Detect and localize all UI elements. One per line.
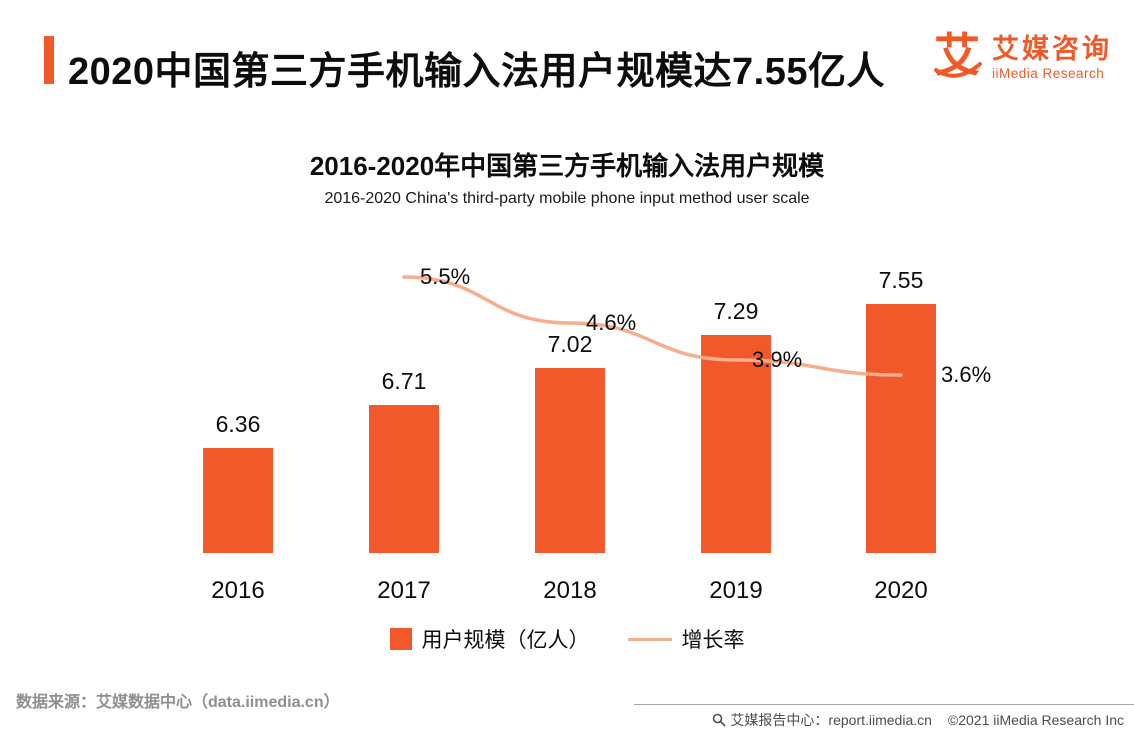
page-title: 2020中国第三方手机输入法用户规模达7.55亿人 — [68, 51, 885, 93]
bar-value-label: 6.71 — [381, 368, 427, 394]
legend-line-swatch — [627, 637, 672, 641]
chart-title: 2016-2020年中国第三方手机输入法用户规模 — [309, 151, 825, 181]
growth-rate-label: 4.6% — [586, 310, 637, 335]
iimedia-logo: 艾 艾媒咨询 iiMedia Research — [928, 28, 1112, 86]
growth-rate-label: 5.5% — [420, 264, 471, 289]
iimedia-logo-icon: 艾 — [928, 28, 986, 86]
data-source-note: 数据来源：艾媒数据中心（data.iimedia.cn） — [16, 694, 340, 711]
title-accent-bar — [44, 36, 54, 84]
x-axis-label: 2018 — [543, 577, 597, 604]
copyright-text: ©2021 iiMedia Research Inc — [947, 712, 1124, 728]
legend-bar-swatch — [389, 628, 412, 650]
logo-swoosh-icon — [934, 62, 982, 78]
brand-name-en: iiMedia Research — [992, 65, 1105, 81]
bar-value-label: 7.55 — [878, 267, 924, 293]
logo-text: 艾媒咨询 iiMedia Research — [992, 34, 1112, 81]
bar-2020 — [866, 304, 936, 553]
growth-rate-label: 3.6% — [941, 362, 992, 387]
legend-line-label: 增长率 — [681, 629, 745, 652]
legend: 用户规模（亿人） 增长率 — [0, 624, 1134, 654]
legend-bar-label: 用户规模（亿人） — [421, 629, 590, 652]
growth-rate-label: 3.9% — [752, 347, 803, 372]
bar-value-label: 7.29 — [713, 298, 759, 324]
report-center-text: 艾媒报告中心：report.iimedia.cn — [730, 712, 932, 728]
bar-2018 — [535, 368, 605, 553]
magnifier-icon — [713, 713, 726, 727]
bar-value-label: 6.36 — [215, 411, 261, 437]
bar-2017 — [369, 405, 439, 553]
brand-name-cn: 艾媒咨询 — [992, 33, 1112, 64]
x-axis-label: 2020 — [874, 577, 928, 604]
footer-bar: 艾媒报告中心：report.iimedia.cn ©2021 iiMedia R… — [634, 704, 1134, 737]
logo-glyph: 艾 — [934, 29, 980, 81]
report-center: 艾媒报告中心：report.iimedia.cn — [712, 710, 932, 730]
x-axis-label: 2017 — [377, 577, 431, 604]
chart-subtitle: 2016-2020 China's third-party mobile pho… — [324, 190, 810, 207]
x-axis-label: 2016 — [211, 577, 265, 604]
bar-2016 — [203, 448, 273, 553]
growth-line-path — [402, 275, 903, 377]
x-axis-label: 2019 — [709, 577, 763, 604]
